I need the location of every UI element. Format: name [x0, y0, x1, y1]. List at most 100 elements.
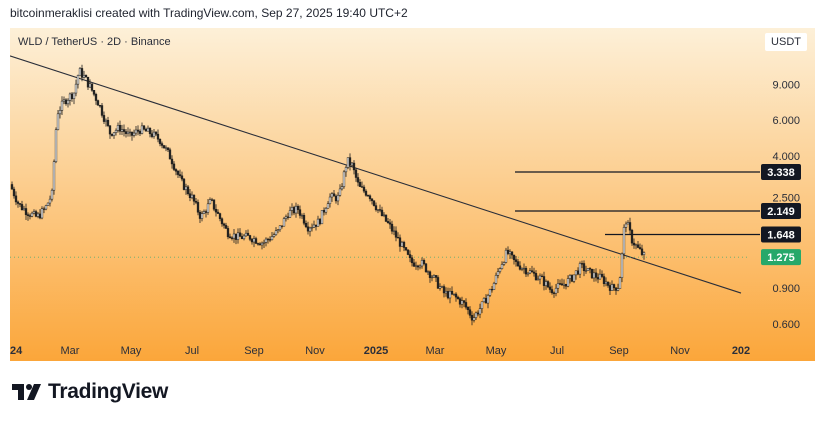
candle-body [574, 270, 578, 276]
candle-body [584, 270, 588, 272]
candle-body [514, 259, 518, 262]
candle-body [598, 273, 602, 280]
candle-body [82, 75, 86, 78]
candle-body [356, 177, 360, 183]
candle-body [640, 248, 644, 255]
candle-body [542, 276, 546, 286]
candle-body [20, 204, 24, 211]
candle-body [44, 205, 48, 210]
candle-body [448, 290, 452, 299]
candle-body [96, 100, 100, 106]
candle-body [86, 76, 90, 88]
candle-body [300, 214, 304, 217]
candle-body [32, 211, 36, 214]
candle-body [550, 289, 554, 294]
candle-body [286, 216, 290, 218]
candle-body [472, 317, 476, 321]
candle-body [272, 234, 276, 237]
candle-body [78, 68, 82, 76]
candle-body [602, 276, 606, 284]
candle-body [570, 275, 574, 282]
candle-body [424, 263, 428, 273]
candle-body [516, 261, 520, 267]
candle-body [312, 224, 316, 228]
candle-body [240, 236, 244, 240]
candle-body [188, 193, 192, 198]
candle-body [106, 119, 110, 126]
candle-body [544, 281, 548, 286]
candle-body [382, 214, 386, 216]
candle-body [422, 259, 426, 265]
candle-body [388, 222, 392, 225]
candle-body [390, 223, 394, 232]
candle-body [294, 205, 298, 214]
candle-body [100, 105, 104, 116]
candle-body [268, 239, 272, 241]
candle-body [146, 127, 150, 132]
candle-body [56, 113, 60, 130]
candle-body [276, 229, 280, 232]
candle-body [492, 283, 496, 290]
candle-body [346, 157, 350, 168]
candle-body [228, 236, 232, 239]
candle-body [210, 199, 214, 201]
candle-body [238, 232, 242, 237]
currency-unit-label[interactable]: USDT [765, 33, 807, 51]
candle-body [206, 203, 210, 213]
candle-body [560, 283, 564, 286]
candle-body [642, 252, 646, 255]
candle-body [580, 263, 584, 265]
candle-body [486, 295, 490, 304]
candle-body [236, 232, 240, 240]
candle-body [392, 230, 396, 232]
candle-body [154, 131, 158, 135]
candle-body [40, 208, 44, 219]
candle-body [12, 188, 16, 197]
candle-body [98, 105, 102, 107]
candle-body [30, 212, 34, 217]
candle-body [376, 209, 380, 211]
brand-footer: TradingView [10, 380, 168, 404]
candle-body [150, 133, 154, 137]
candle-body [530, 270, 534, 273]
candle-body [118, 125, 122, 132]
candle-body [92, 90, 96, 95]
candle-body [208, 199, 212, 205]
candle-body [218, 213, 222, 219]
candle-body [50, 189, 54, 200]
candle-body [408, 254, 412, 258]
candle-body [604, 281, 608, 284]
candle-body [398, 237, 402, 247]
candle-body [512, 254, 516, 260]
candle-body [412, 262, 416, 267]
candle-body [446, 291, 450, 299]
candle-body [510, 251, 514, 256]
candle-body [198, 211, 202, 219]
candle-body [586, 268, 590, 271]
candle-body [592, 272, 596, 279]
x-axis-tick-label: 2025 [364, 345, 388, 357]
candle-body [464, 302, 468, 308]
candle-body [290, 207, 294, 211]
candle-body [174, 169, 178, 172]
candle-body [476, 312, 480, 315]
candle-body [378, 209, 382, 211]
price-level-badge [761, 164, 801, 181]
x-axis-tick-label: Nov [305, 345, 325, 357]
candle-body [444, 291, 448, 294]
candle-body [234, 233, 238, 240]
candle-body [318, 218, 322, 225]
candle-body [196, 202, 200, 213]
symbol-title[interactable]: WLD / TetherUS · 2D · Binance [18, 36, 171, 48]
brand-name: TradingView [48, 380, 169, 403]
candle-body [116, 125, 120, 131]
candle-body [450, 290, 454, 295]
candle-body [350, 162, 354, 166]
candle-body [124, 131, 128, 134]
candle-body [254, 238, 258, 244]
candle-body [156, 133, 160, 140]
candle-body [122, 129, 126, 132]
candle-body [428, 271, 432, 278]
